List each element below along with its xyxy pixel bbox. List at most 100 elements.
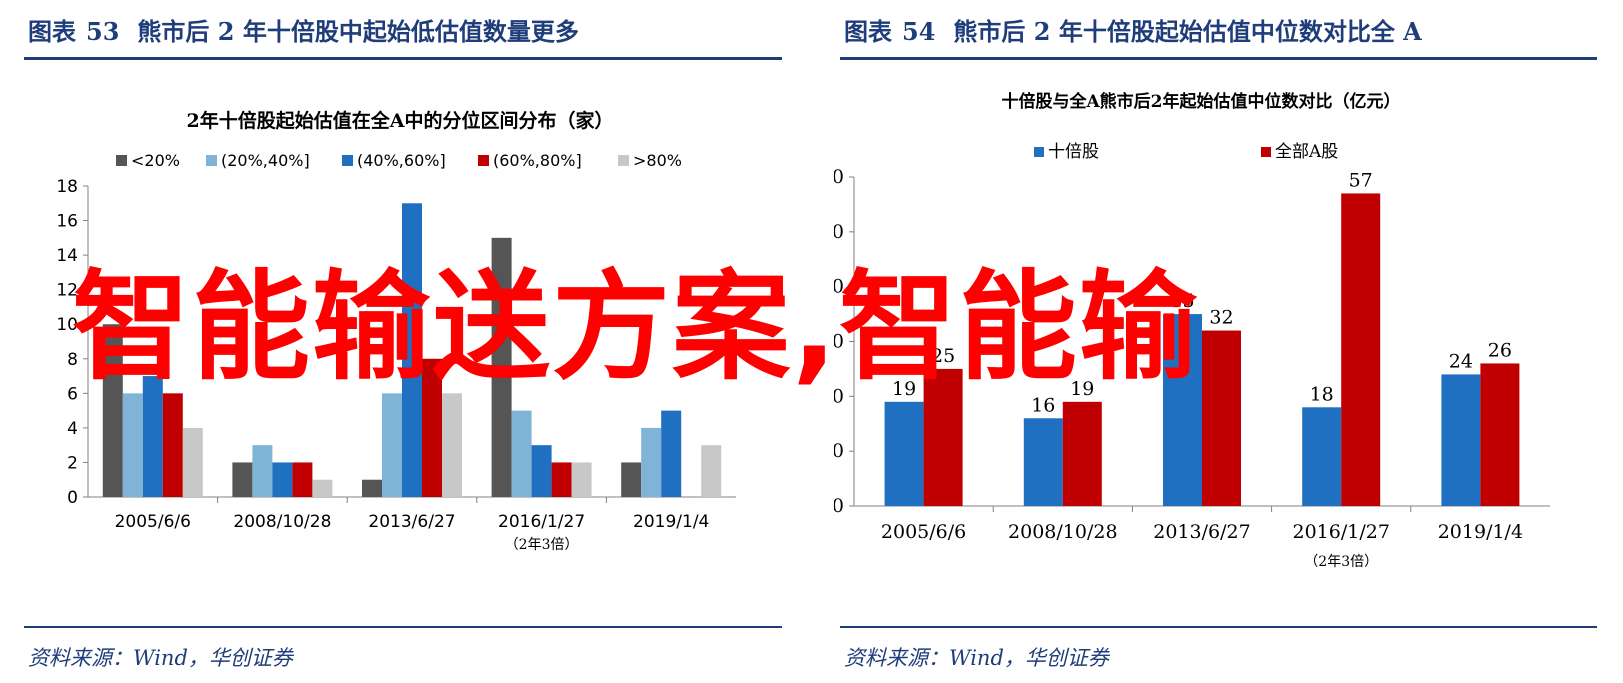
y-tick-label: 8 [67,350,78,370]
bar-5-1 [182,427,203,497]
x-tick-sublabel: （2年3倍） [505,537,579,553]
figure-54-heading: 熊市后 2 年十倍股起始估值中位数对比全 A [953,17,1422,46]
data-label-2-3: 32 [1209,307,1233,329]
bar-4-1 [162,393,183,497]
x-tick-label: 2005/6/6 [881,521,966,543]
x-tick-label: 2016/1/27 [498,512,585,532]
legend-label-4: >80% [633,151,682,170]
figure-54-number: 54 [902,17,936,46]
data-label-2-4: 57 [1349,169,1373,191]
bar-2-4 [511,410,532,497]
figure-53-number: 53 [86,17,120,46]
bar-1-2 [1023,418,1063,506]
y-tick-label: 20 [834,385,844,407]
legend-label-3: (60%,80%] [493,151,582,170]
legend-swatch-4 [618,155,629,166]
y-tick-label: 0 [67,488,78,508]
bar-2-2 [1062,401,1102,506]
legend-swatch-1 [206,155,217,166]
data-label-1-3: 35 [1170,290,1194,312]
figure-53-label: 图表 [28,17,76,46]
y-tick-label: 12 [56,281,78,301]
bar-2-1 [923,368,963,506]
y-tick-label: 0 [834,495,844,517]
figure-54-source: 资料来源：Wind，华创证券 [844,646,1109,670]
bar-2-4 [1341,193,1381,506]
legend-label-1: 全部A股 [1275,142,1338,162]
y-tick-label: 16 [56,212,78,232]
bar-5-3 [442,393,462,497]
bar-3-5 [661,410,682,497]
x-tick-label: 2008/10/28 [233,512,331,532]
x-tick-label: 2019/1/4 [1438,521,1523,543]
bar-4-2 [292,462,313,497]
data-label-1-2: 16 [1031,394,1055,416]
figure-54-bottom-rule [840,626,1597,628]
x-tick-label: 2008/10/28 [1008,521,1118,543]
bar-4-3 [422,358,442,497]
bar-3-3 [402,203,422,497]
bar-2-3 [1202,330,1241,506]
figure-53-title: 图表 53 熊市后 2 年十倍股中起始低估值数量更多 [28,12,579,47]
figure-53-source: 资料来源：Wind，华创证券 [28,646,293,670]
bar-1-5 [1441,374,1481,506]
bar-1-4 [491,237,512,498]
bar-2-5 [641,427,662,497]
bar-2-2 [252,445,273,497]
figure-54-title: 图表 54 熊市后 2 年十倍股起始估值中位数对比全 A [844,12,1422,47]
x-tick-label: 2005/6/6 [115,512,191,532]
bar-3-1 [142,376,163,497]
y-tick-label: 30 [834,331,844,353]
figure-54-bar-chart: 十倍股与全A熊市后2年起始估值中位数对比（亿元） 十倍股 全部A股 0 10 20 30 40… [834,91,1550,570]
y-tick-label: 6 [67,384,78,404]
bar-1-3 [1163,314,1202,506]
legend-swatch-0 [116,155,127,166]
y-tick-label: 18 [56,177,78,197]
figure-53-bar-chart: 2年十倍股起始估值在全A中的分位区间分布（家） <20% (20%,40%] (40%… [56,109,736,553]
bar-1-1 [102,324,123,497]
bar-3-4 [531,445,552,497]
chart-title: 2年十倍股起始估值在全A中的分位区间分布（家） [187,109,614,132]
legend-swatch-1 [1261,147,1271,157]
x-tick-label: 2019/1/4 [633,512,709,532]
y-tick-label: 14 [56,246,78,266]
bar-1-5 [621,462,642,497]
legend-label-0: <20% [131,151,180,170]
bar-2-3 [382,393,402,497]
y-tick-label: 40 [834,276,844,298]
legend-label-0: 十倍股 [1048,142,1099,162]
data-label-2-2: 19 [1070,378,1094,400]
data-label-2-1: 25 [931,345,955,367]
bar-1-3 [362,479,382,497]
figure-54-top-rule [840,57,1597,60]
data-label-1-5: 24 [1449,350,1473,372]
bar-1-1 [884,401,924,506]
data-label-2-5: 26 [1488,339,1512,361]
bar-2-5 [1480,363,1520,506]
data-label-1-4: 18 [1310,383,1334,405]
figure-53-heading: 熊市后 2 年十倍股中起始低估值数量更多 [137,17,579,46]
figure-54-label: 图表 [844,17,892,46]
legend-swatch-0 [1034,147,1044,157]
y-tick-label: 4 [67,419,78,439]
chart-title: 十倍股与全A熊市后2年起始估值中位数对比（亿元） [1001,91,1400,112]
bar-1-2 [232,462,253,497]
y-tick-label: 10 [834,440,844,462]
legend-swatch-3 [478,155,489,166]
bar-1-4 [1302,407,1342,506]
bar-2-1 [122,393,143,497]
x-tick-sublabel: （2年3倍） [1304,554,1378,570]
legend-swatch-2 [342,155,353,166]
x-tick-label: 2013/6/27 [1153,521,1250,543]
legend-label-2: (40%,60%] [357,151,446,170]
x-tick-label: 2016/1/27 [1292,521,1389,543]
legend-label-1: (20%,40%] [221,151,310,170]
figure-53-panel: 图表 53 熊市后 2 年十倍股中起始低估值数量更多 2年十倍股起始估值在全A中的分… [0,0,800,683]
data-label-1-1: 19 [892,378,916,400]
y-tick-label: 60 [834,166,844,188]
y-tick-label: 50 [834,221,844,243]
bar-5-5 [701,445,722,497]
bar-5-2 [312,479,333,497]
y-tick-label: 2 [67,453,78,473]
bar-4-4 [551,462,572,497]
